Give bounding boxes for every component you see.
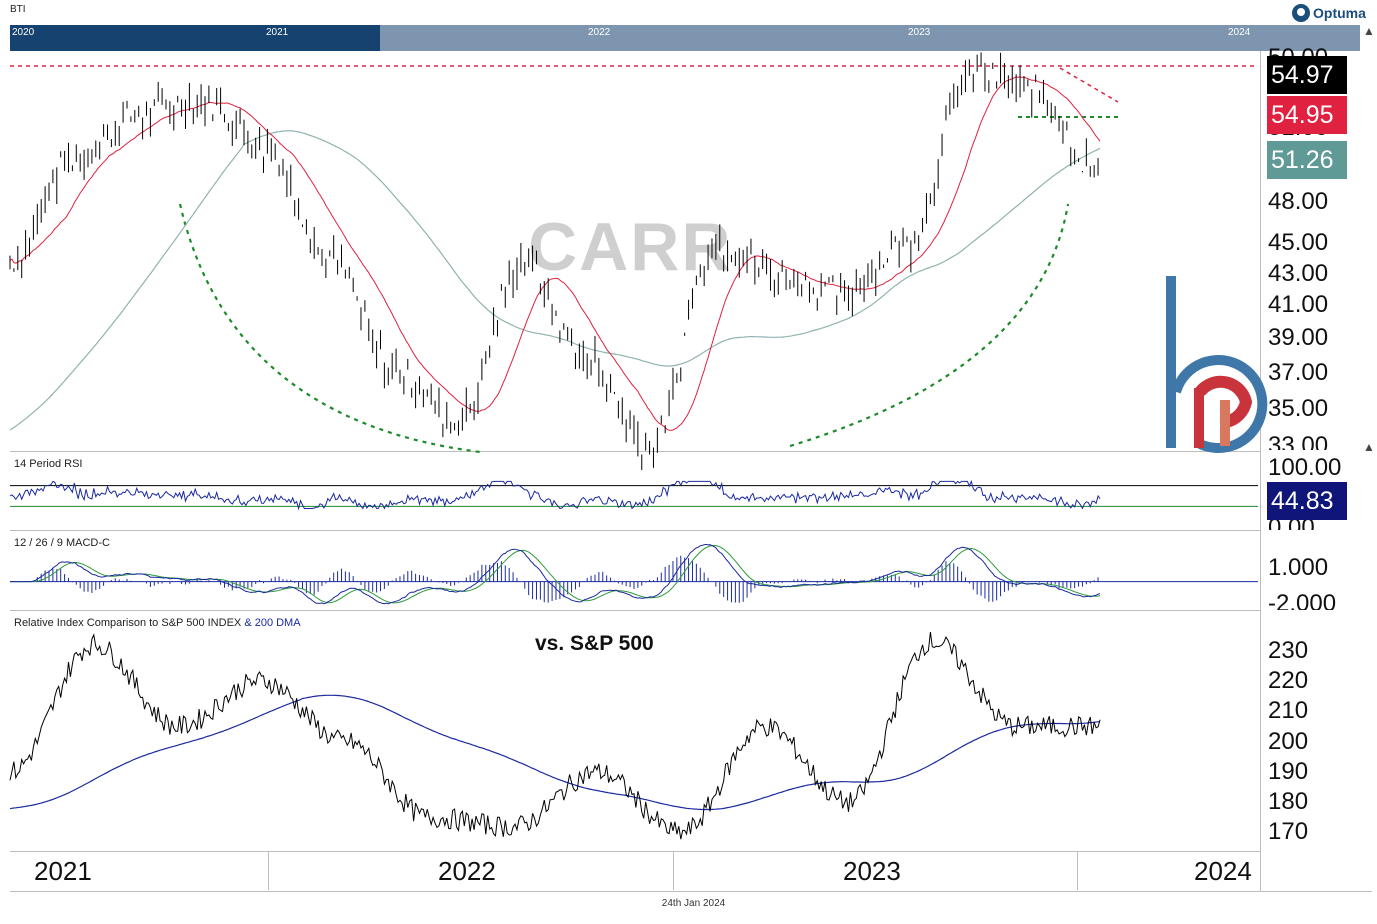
scroll-up-icon[interactable]: ▲ (1363, 440, 1375, 454)
price-tick: 39.00 (1268, 324, 1329, 351)
fast-ma-line (9, 76, 1101, 431)
price-panel (9, 52, 1258, 471)
slow-ma-line (9, 130, 1101, 431)
macd-tick: 1.000 (1268, 554, 1329, 581)
trendline-down (1059, 67, 1119, 103)
cup-pattern (178, 203, 1070, 454)
relative-tick: 180 (1268, 788, 1309, 815)
footer-date: 24th Jan 2024 (661, 898, 726, 909)
rsi-line (9, 479, 1101, 511)
optuma-logo-text: Optuma (1313, 5, 1366, 21)
fast-ma-tag: 54.95 (1267, 96, 1347, 134)
relative-annotation: vs. S&P 500 (535, 632, 654, 655)
price-tick: 45.00 (1268, 229, 1329, 256)
macd-line (10, 543, 1101, 605)
panel-divider (10, 851, 1260, 852)
brand-logo-icon (1166, 276, 1268, 453)
slow-ma-tag: 51.26 (1267, 141, 1347, 179)
macd-signal-line (10, 545, 1101, 604)
panel-divider (10, 610, 1260, 611)
panel-divider (10, 530, 1260, 531)
optuma-logo: Optuma (1292, 4, 1366, 22)
relative-tick: 200 (1268, 728, 1309, 755)
year-separator (1077, 852, 1078, 890)
rsi-panel (9, 479, 1258, 511)
price-tick: 48.00 (1268, 188, 1329, 215)
year-separator (673, 852, 674, 890)
price-tick: 37.00 (1268, 359, 1329, 386)
relative-title: Relative Index Comparison to S&P 500 IND… (14, 617, 301, 629)
rsi-tick: 100.00 (1268, 454, 1342, 481)
relative-tick: 230 (1268, 637, 1309, 664)
time-navigator[interactable]: 2020 2021 2022 2023 2024 (10, 25, 1360, 51)
year-label: 2024 (1194, 856, 1252, 886)
price-tick: 33.00 (1268, 434, 1329, 450)
price-tick: 43.00 (1268, 260, 1329, 287)
navigator-year: 2024 (1228, 27, 1251, 38)
rsi-title: 14 Period RSI (14, 458, 83, 470)
panel-divider (10, 451, 1260, 452)
relative-ma-line (9, 694, 1101, 811)
year-label: 2022 (438, 856, 496, 886)
year-separator (268, 852, 269, 890)
navigator-year: 2020 (12, 27, 35, 38)
year-label: 2021 (34, 856, 92, 886)
scroll-up-icon[interactable]: ▲ (1363, 24, 1375, 38)
navigator-year: 2023 (908, 27, 931, 38)
navigator-selection[interactable] (10, 25, 380, 51)
symbol-label: BTI (10, 4, 26, 15)
macd-tick: -2.000 (1268, 592, 1337, 610)
relative-tick: 210 (1268, 697, 1309, 724)
relative-tick: 190 (1268, 758, 1309, 785)
panel-divider (10, 891, 1372, 892)
navigator-year: 2021 (266, 27, 289, 38)
relative-tick: 220 (1268, 667, 1309, 694)
rsi-value-tag: 44.83 (1267, 482, 1347, 520)
last-price-tag: 54.97 (1267, 56, 1347, 94)
macd-title: 12 / 26 / 9 MACD-C (14, 537, 110, 549)
relative-tick: 170 (1268, 818, 1309, 845)
year-label: 2023 (843, 856, 901, 886)
relative-title-prefix: Relative Index Comparison to S&P 500 IND… (14, 617, 242, 629)
price-tick: 41.00 (1268, 291, 1329, 318)
optuma-logo-icon (1292, 4, 1310, 22)
relative-panel (9, 631, 1101, 840)
price-tick: 35.00 (1268, 395, 1329, 422)
relative-title-suffix: & 200 DMA (244, 617, 301, 629)
macd-panel (10, 543, 1258, 605)
navigator-year: 2022 (588, 27, 611, 38)
ticker-watermark: CARR (528, 209, 733, 285)
relative-line (9, 631, 1101, 840)
axis-divider (1260, 51, 1261, 891)
